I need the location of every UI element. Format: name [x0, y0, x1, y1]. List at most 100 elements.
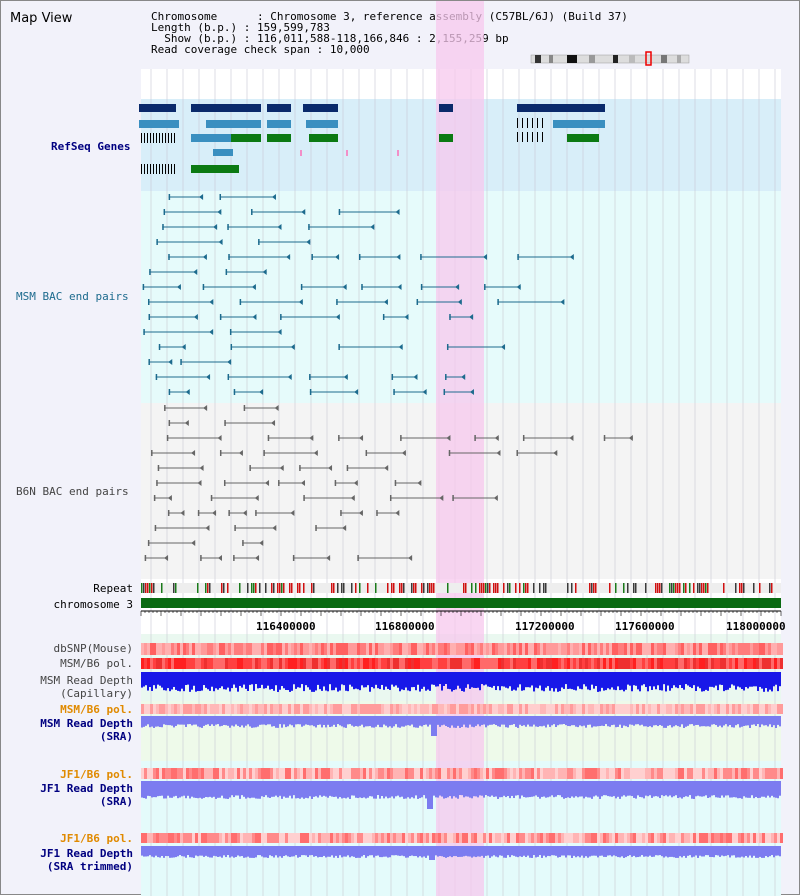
msm-depth-sra-bar	[593, 716, 595, 727]
b6n-bac-pair-end	[516, 450, 518, 456]
jf1-depth-sra-bar	[667, 781, 669, 797]
jf1-b6-pol-heat	[333, 768, 336, 779]
msm-depth-sra-bar	[485, 716, 487, 728]
jf1-b6-pol-heat	[687, 768, 690, 779]
msm-depth-sra-bar	[343, 716, 345, 728]
msm-b6-pol-heat	[333, 658, 336, 669]
msm-depth-sra-bar	[363, 716, 365, 728]
jf1-depth-trimmed-bar	[423, 846, 425, 857]
jf1-b6-pol-heat	[234, 833, 237, 843]
jf1-b6-pol-heat	[354, 768, 357, 779]
jf1-depth-sra-bar	[363, 781, 365, 798]
repeat-element	[367, 583, 369, 593]
msm-bac-pair-end	[258, 239, 260, 245]
jf1-depth-trimmed-bar	[431, 846, 433, 860]
msm-b6-pol-heat	[759, 658, 762, 669]
msm-b6-pol-heat	[558, 658, 561, 669]
jf1-b6-pol-heat	[477, 833, 480, 843]
jf1-b6-pol-heat	[375, 768, 378, 779]
jf1-depth-sra-bar	[375, 781, 377, 799]
jf1-b6-pol-heat	[651, 768, 654, 779]
msm-b6-pol-heat	[696, 704, 699, 714]
msm-depth-capillary-bar	[265, 672, 267, 689]
b6n-bac-pair-end	[197, 510, 200, 516]
dbsnp-heat	[585, 643, 588, 655]
msm-depth-capillary-bar	[487, 672, 489, 687]
jf1-depth-trimmed-bar	[247, 846, 249, 857]
msm-depth-sra-bar	[519, 716, 521, 725]
msm-bac-pair-arrow	[457, 299, 462, 305]
jf1-b6-pol-heat	[558, 768, 561, 779]
dbsnp-heat	[411, 643, 414, 655]
jf1-b6-pol-heat	[750, 833, 753, 843]
msm-bac-pair-arrow	[422, 389, 427, 395]
msm-depth-capillary-bar	[267, 672, 269, 686]
msm-depth-capillary-bar	[145, 672, 147, 686]
jf1-b6-pol-heat	[549, 833, 552, 843]
b6n-bac-pair-end	[338, 435, 340, 441]
msm-b6-pol-heat	[402, 658, 405, 669]
track-label-b6n-bac[interactable]: B6N BAC end pairs	[16, 485, 129, 498]
msm-b6-pol-heat	[534, 704, 537, 714]
dbsnp-heat	[243, 643, 246, 655]
jf1-depth-trimmed-bar	[399, 846, 401, 856]
msm-depth-sra-bar	[403, 716, 405, 727]
msm-b6-pol-heat	[633, 658, 636, 669]
dbsnp-heat	[435, 643, 438, 655]
dbsnp-heat	[606, 643, 609, 655]
msm-b6-pol-heat	[264, 658, 267, 669]
repeat-element	[161, 583, 163, 593]
msm-depth-capillary-bar	[759, 672, 761, 687]
jf1-b6-pol-heat	[429, 833, 432, 843]
msm-b6-pol-heat	[153, 658, 156, 669]
msm-depth-sra-bar	[753, 716, 755, 725]
track-label-refseq[interactable]: RefSeq Genes	[51, 140, 131, 153]
jf1-depth-trimmed-bar	[695, 846, 697, 856]
b6n-bac-pair-end	[376, 510, 378, 516]
jf1-b6-pol-heat	[627, 833, 630, 843]
msm-depth-capillary-bar	[157, 672, 159, 685]
msm-b6-pol-heat	[297, 658, 300, 669]
msm-depth-capillary-bar	[215, 672, 217, 689]
msm-b6-pol-heat	[168, 704, 171, 714]
jf1-b6-pol-heat	[771, 833, 774, 843]
repeat-element	[483, 583, 485, 593]
refseq-exon	[567, 134, 599, 142]
msm-b6-pol-heat	[474, 658, 477, 669]
msm-b6-pol-heat	[579, 658, 582, 669]
jf1-depth-trimmed-bar	[455, 846, 457, 857]
repeat-element	[769, 583, 771, 593]
jf1-depth-trimmed-bar	[235, 846, 237, 858]
jf1-depth-trimmed-bar	[457, 846, 459, 857]
msm-b6-pol-heat	[435, 704, 438, 714]
jf1-depth-sra-bar	[593, 781, 595, 797]
msm-depth-sra-bar	[359, 716, 361, 726]
msm-depth-sra-bar	[273, 716, 275, 727]
msm-depth-capillary-bar	[193, 672, 195, 686]
msm-depth-capillary-bar	[591, 672, 593, 685]
dbsnp-heat	[702, 643, 705, 655]
dbsnp-heat	[327, 643, 330, 655]
msm-depth-sra-bar	[283, 716, 285, 725]
dbsnp-heat	[321, 643, 324, 655]
msm-b6-pol-heat	[465, 704, 468, 714]
dbsnp-heat	[387, 643, 390, 655]
msm-b6-pol-heat	[540, 704, 543, 714]
jf1-depth-sra-bar	[157, 781, 159, 797]
msm-b6-pol-heat	[342, 704, 345, 714]
jf1-depth-sra-bar	[453, 781, 455, 797]
b6n-bac-pair-arrow	[496, 450, 501, 456]
msm-depth-sra-bar	[561, 716, 563, 725]
dbsnp-heat	[582, 643, 585, 655]
msm-depth-sra-bar	[259, 716, 261, 725]
msm-depth-sra-bar	[457, 716, 459, 726]
msm-b6-pol-heat	[444, 658, 447, 669]
jf1-depth-sra-bar	[217, 781, 219, 798]
track-label-msm-bac[interactable]: MSM BAC end pairs	[16, 290, 129, 303]
msm-depth-capillary-bar	[459, 672, 461, 689]
jf1-b6-pol-heat	[162, 833, 165, 843]
jf1-depth-trimmed-bar	[641, 846, 643, 856]
msm-depth-sra-bar	[747, 716, 749, 726]
jf1-b6-pol-heat	[522, 833, 525, 843]
